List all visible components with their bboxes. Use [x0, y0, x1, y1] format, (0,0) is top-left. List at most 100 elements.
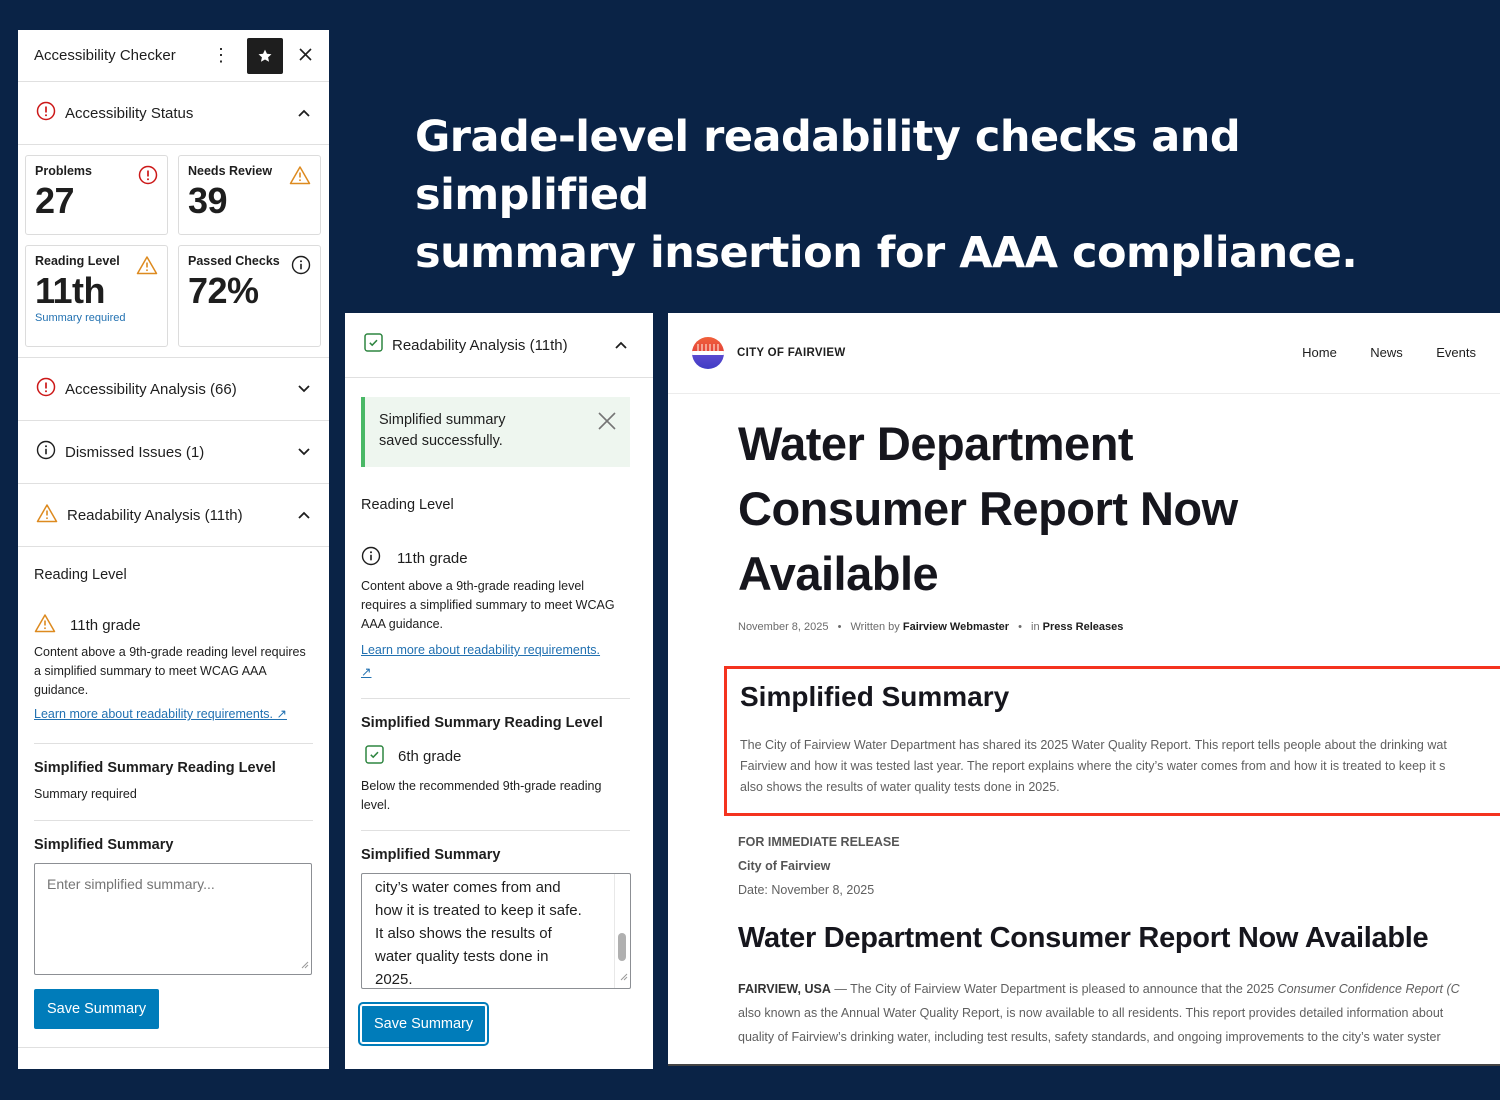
readability-body: Reading Level 11th grade Content above a…: [345, 497, 653, 1046]
close-icon[interactable]: [297, 45, 313, 66]
card-needs-review: Needs Review 39: [178, 155, 321, 235]
status-cards: Problems 27 Needs Review 39 Reading Leve…: [18, 145, 329, 358]
grade-value: 11th grade: [70, 616, 141, 634]
body-line: quality of Fairview’s drinking water, in…: [738, 1030, 1441, 1044]
warning-triangle-icon: [136, 255, 158, 280]
section-readability-analysis[interactable]: Readability Analysis (11th): [345, 313, 653, 378]
save-summary-button[interactable]: Save Summary: [34, 989, 160, 1029]
warning-triangle-icon: [36, 503, 58, 528]
panel-title: Accessibility Checker: [34, 47, 176, 64]
card-passed-checks: Passed Checks 72%: [178, 245, 321, 347]
summary-title: Simplified Summary: [34, 837, 174, 853]
chevron-down-icon[interactable]: [297, 445, 311, 459]
summary-line: city’s water comes from and: [375, 879, 561, 896]
notice-line-1: Simplified summary: [379, 412, 506, 428]
website-preview: CITY OF FAIRVIEW Home News Events Water …: [668, 313, 1500, 1066]
info-circle-icon: [361, 546, 381, 570]
logo-band: [692, 351, 724, 355]
release-date: Date: November 8, 2025: [738, 883, 875, 897]
summary-grade-row: 6th grade: [365, 745, 637, 768]
card-value: 27: [35, 180, 75, 221]
resize-handle-icon[interactable]: [301, 956, 309, 972]
readability-panel-saved: Readability Analysis (11th) Simplified s…: [345, 313, 653, 1069]
save-summary-button[interactable]: Save Summary: [357, 1002, 490, 1046]
body-line: FAIRVIEW, USA — The City of Fairview Wat…: [738, 977, 1500, 1001]
panel-header: Accessibility Checker ⋮: [18, 30, 329, 82]
headline-line-2: summary insertion for AAA compliance.: [415, 228, 1358, 278]
category-link[interactable]: Press Releases: [1042, 621, 1124, 633]
summary-line: Fairview and how it was tested last year…: [740, 759, 1446, 773]
scrollbar-thumb[interactable]: [618, 933, 626, 961]
card-label: Problems: [35, 164, 92, 178]
notice-line-2: saved successfully.: [379, 433, 503, 449]
body-line: also known as the Annual Water Quality R…: [738, 1006, 1444, 1020]
card-value: 11th: [35, 270, 106, 311]
summary-paragraph: The City of Fairview Water Department ha…: [740, 735, 1500, 798]
simplified-summary-block: Simplified Summary The City of Fairview …: [724, 666, 1500, 816]
chevron-down-icon[interactable]: [297, 382, 311, 396]
summary-line: also shows the results of water quality …: [740, 780, 1060, 794]
chevron-up-icon[interactable]: [297, 508, 311, 522]
site-header: CITY OF FAIRVIEW Home News Events: [668, 313, 1500, 394]
section-dismissed-issues[interactable]: Dismissed Issues (1): [18, 421, 329, 484]
scrollbar[interactable]: [614, 874, 630, 988]
simplified-summary-input[interactable]: city’s water comes from and how it is tr…: [361, 873, 631, 989]
section-label: Readability Analysis (11th): [392, 336, 568, 354]
body-text: — The City of Fairview Water Department …: [830, 982, 1278, 996]
summary-level-title: Simplified Summary Reading Level: [34, 760, 276, 776]
grade-value: 11th grade: [397, 549, 468, 567]
resize-handle-icon[interactable]: [620, 968, 628, 986]
divider: [361, 698, 630, 699]
warning-triangle-icon: [289, 165, 311, 190]
release-org: City of Fairview: [738, 859, 831, 873]
nav-news[interactable]: News: [1370, 345, 1403, 360]
card-label: Needs Review: [188, 164, 273, 178]
grade-row: 11th grade: [361, 546, 637, 570]
checkbox-check-icon: [364, 333, 383, 357]
section-label: Accessibility Status: [65, 104, 194, 122]
section-accessibility-status[interactable]: Accessibility Status: [18, 82, 329, 145]
summary-line: It also shows the results of: [375, 925, 552, 942]
card-label: Reading Level: [35, 254, 120, 268]
learn-more-link[interactable]: Learn more about readability requirement…: [361, 643, 601, 657]
close-icon[interactable]: [598, 412, 616, 454]
divider: [34, 820, 313, 821]
card-problems: Problems 27: [25, 155, 168, 235]
promo-headline: Grade-level readability checks and simpl…: [415, 108, 1415, 282]
chevron-up-icon[interactable]: [614, 338, 628, 352]
author-link[interactable]: Fairview Webmaster: [902, 621, 1010, 633]
divider: [34, 743, 313, 744]
section-accessibility-analysis[interactable]: Accessibility Analysis (66): [18, 358, 329, 421]
learn-more-link[interactable]: Learn more about readability requirement…: [34, 707, 287, 721]
star-icon[interactable]: [247, 37, 283, 74]
card-label: Passed Checks: [188, 254, 280, 268]
nav-home[interactable]: Home: [1302, 345, 1337, 360]
learn-more-link-wrap: Learn more about readability requirement…: [361, 639, 631, 683]
section-readability-analysis[interactable]: Readability Analysis (11th): [18, 484, 329, 547]
reading-level-title: Reading Level: [361, 497, 454, 513]
nav-events[interactable]: Events: [1436, 345, 1476, 360]
warning-triangle-icon: [34, 613, 56, 637]
card-reading-level: Reading Level 11th Summary required: [25, 245, 168, 347]
simplified-summary-input[interactable]: Enter simplified summary...: [34, 863, 312, 975]
site-name[interactable]: CITY OF FAIRVIEW: [737, 347, 846, 359]
external-link-icon[interactable]: ↗: [361, 665, 372, 679]
article: Water Department Consumer Report Now Ava…: [668, 411, 1500, 1049]
divider: [361, 830, 630, 831]
info-circle-icon: [36, 440, 56, 465]
separator: •: [837, 621, 842, 633]
section-label: Accessibility Analysis (66): [65, 380, 237, 398]
city-logo[interactable]: [692, 337, 724, 369]
grade-description: Content above a 9th-grade reading level …: [34, 645, 306, 697]
press-release-header: FOR IMMEDIATE RELEASE City of Fairview D…: [738, 830, 1500, 902]
summary-line: The City of Fairview Water Department ha…: [740, 738, 1447, 752]
accessibility-checker-panel: Accessibility Checker ⋮ Accessibility St…: [18, 30, 329, 1069]
kebab-vertical-icon[interactable]: ⋮: [212, 45, 230, 65]
headline-line-1: Grade-level readability checks and simpl…: [415, 112, 1241, 220]
summary-heading: Simplified Summary: [740, 681, 1010, 712]
chevron-up-icon[interactable]: [297, 106, 311, 120]
title-line: Consumer Report Now: [738, 482, 1238, 535]
article-title: Water Department Consumer Report Now Ava…: [738, 411, 1500, 606]
card-note: Summary required: [35, 312, 126, 324]
article-subheading: Water Department Consumer Report Now Ava…: [738, 922, 1429, 954]
